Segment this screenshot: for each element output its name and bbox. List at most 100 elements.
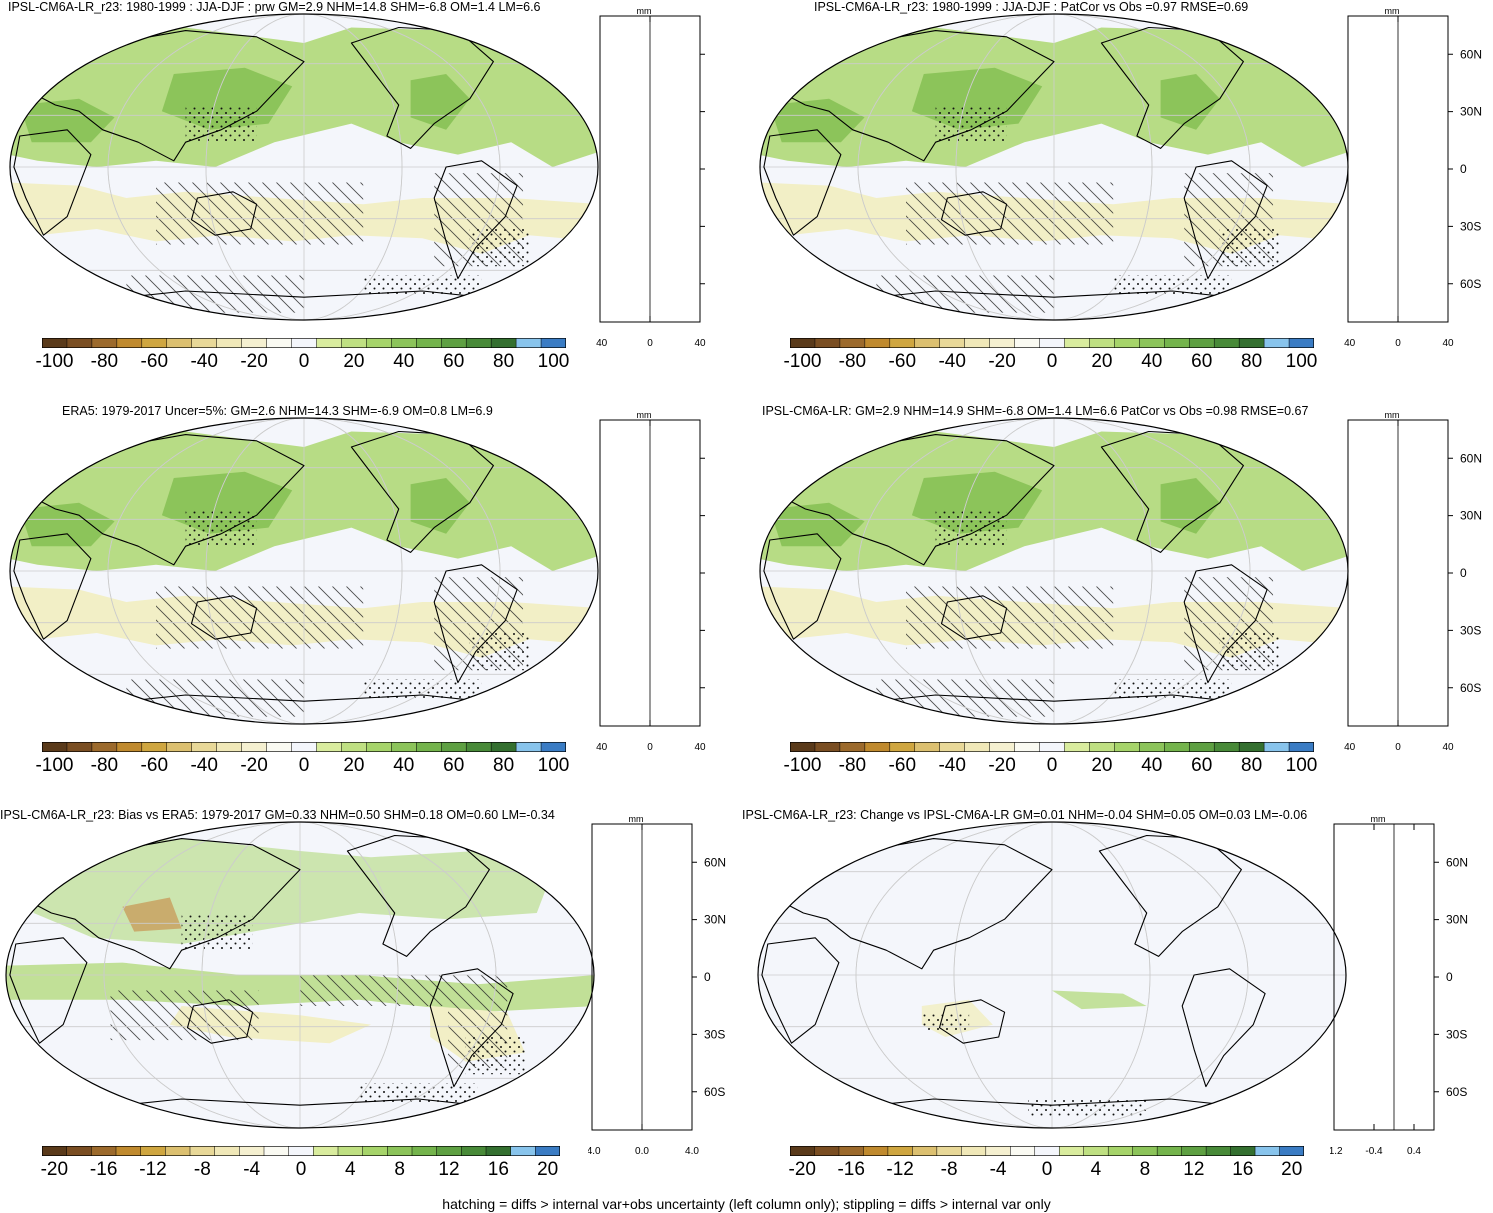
colorbar-segment [1139,338,1165,348]
colorbar [790,1146,1304,1156]
colorbar-segment [939,338,966,348]
colorbar-tick-label: 16 [487,1159,509,1180]
hatching [448,1006,508,1068]
world-map [5,821,595,1129]
meridian-line [205,14,403,320]
meridian-line [103,822,497,1128]
lat-tick-label: 0 [1460,162,1467,176]
colorbar-tick-label: 8 [394,1159,405,1180]
meridian-line [855,822,1249,1128]
colorbar-segment [266,742,293,752]
colorbar-segment [189,1146,216,1156]
colorbar [42,742,566,752]
colorbar-tick-label: 20 [1281,1159,1303,1180]
colorbar-segment [141,338,168,348]
colorbar-segment [939,742,966,752]
meridian-line [205,418,403,724]
colorbar-tick-label: -40 [938,755,966,776]
colorbar-segment [1156,1146,1183,1156]
coastline [940,595,1008,640]
colorbar-segment [914,338,941,348]
colorbar-segment [864,338,891,348]
stippling [185,105,257,143]
colorbar-segment [416,338,442,348]
colorbar-segment [515,742,542,752]
colorbar-tick-label: 20 [343,755,365,776]
meridian-line [857,14,1251,320]
colorbar-tick-label: -20 [240,755,268,776]
colorbar-segment [1279,1146,1304,1156]
colorbar-tick-label: -100 [783,755,822,776]
colorbar-segment [1263,742,1290,752]
colorbar-segment [387,1146,413,1156]
colorbar-tick-label: -8 [940,1159,958,1180]
coastline [9,937,88,1044]
coastline [767,838,1053,970]
colorbar-segment [1114,338,1140,348]
colorbar-segment [166,338,193,348]
map-border [9,417,599,725]
north-america-max [1160,74,1220,130]
x-tick-label: 0 [647,338,653,349]
colorbar-segment [540,742,566,752]
colorbar-segment [141,742,168,752]
colorbar-segment [964,338,991,348]
colorbar-tick-label: 80 [493,351,515,372]
pacific-change [1052,990,1147,1010]
coastline [190,191,258,236]
colorbar-segment [291,742,318,752]
colorbar-segment [191,742,218,752]
coastline [63,1098,537,1112]
panel-top-left: IPSL-CM6A-LR_r23: 1980-1999 : JJA-DJF : … [0,0,745,395]
colorbar-segment [1164,742,1190,752]
coastline [761,937,840,1044]
coastline [1181,968,1266,1088]
colorbar-segment [887,1146,913,1156]
colorbar-tick-label: 60 [443,351,465,372]
lat-tick-label: 30S [1460,623,1481,637]
coastline [763,129,842,236]
colorbar-segment [1238,338,1265,348]
colorbar-segment [985,1146,1011,1156]
stippling [181,913,253,951]
africa-sahel-max [19,502,115,547]
colorbar-tick-label: -40 [190,351,218,372]
map-border [9,13,599,321]
stippling [359,1083,478,1103]
lat-tick-label: 60S [1460,277,1481,291]
colorbar-tick-label: -100 [35,351,74,372]
colorbar-tick-label: -80 [90,351,119,372]
colorbar-segment [166,742,193,752]
colorbar-segment [1205,1146,1232,1156]
panel-mid-left: ERA5: 1979-2017 Uncer=5%: GM=2.6 NHM=14.… [0,404,745,799]
colorbar-segment [214,1146,240,1156]
meridian-line [107,14,501,320]
colorbar-segment [216,742,243,752]
colorbar-tick-label: -60 [888,351,917,372]
hatching [110,990,259,1041]
colorbar-tick-label: 16 [1232,1159,1254,1180]
colorbar-segment [1263,338,1290,348]
colorbar-segment [1238,742,1265,752]
colorbar-segment [66,1146,92,1156]
colorbar-segment [1107,1146,1134,1156]
coastline [940,191,1008,236]
unit-label: mm [629,814,644,824]
colorbar-segment [66,338,93,348]
colorbar-tick-label: 4 [1090,1159,1102,1180]
colorbar-segment [416,742,442,752]
zonal-mean-plot: mm -1.2 -0.4 0.4 60N 30N 0 30S 60S [1330,814,1468,1157]
colorbar-tick-label: 12 [438,1159,460,1180]
unit-label: mm [1385,410,1400,420]
colorbar-segment [440,742,467,752]
colorbar-segment [1014,338,1041,348]
hatching [156,586,364,649]
colorbar-tick-label: -12 [886,1159,914,1180]
lat-tick-label: 0 [1460,566,1467,580]
coastline [817,694,1291,708]
colorbar-segment [316,742,342,752]
colorbar-segment [1288,338,1314,348]
colorbar-segment [1213,338,1240,348]
lat-tick-label: 30N [704,913,726,927]
colorbar-segment [42,1146,68,1156]
